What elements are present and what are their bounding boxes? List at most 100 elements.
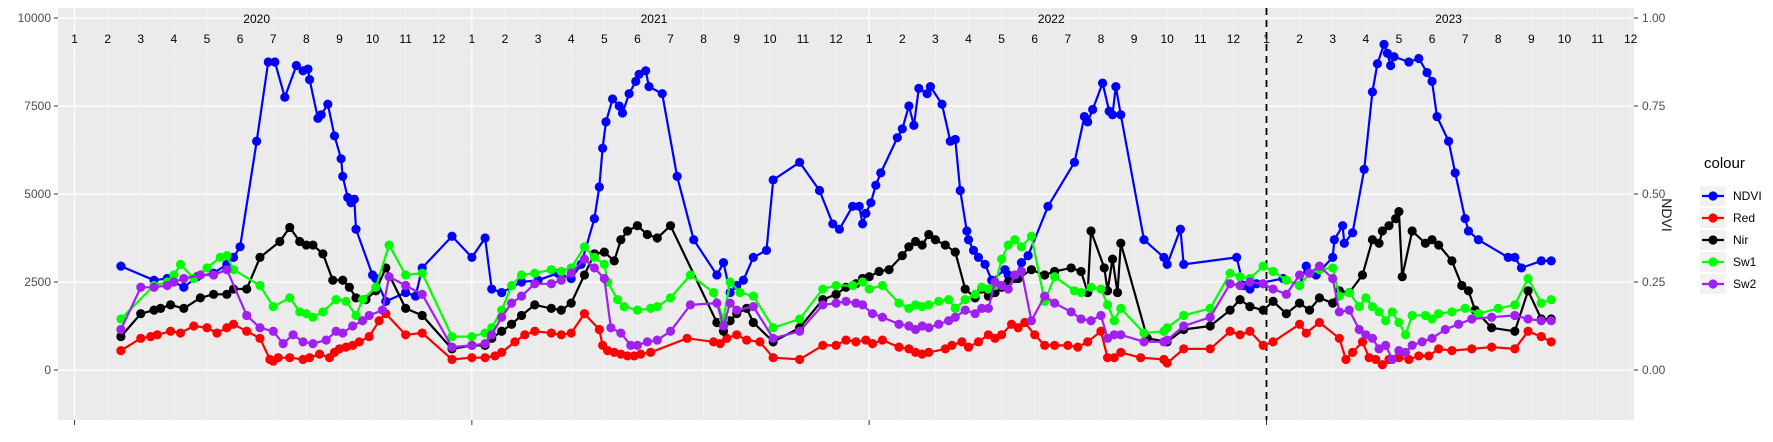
- data-point: [116, 331, 126, 342]
- data-point: [1304, 268, 1315, 278]
- data-point: [579, 242, 590, 252]
- data-point: [497, 312, 507, 322]
- data-point: [480, 233, 490, 243]
- data-point: [1245, 326, 1255, 336]
- data-point: [831, 289, 841, 299]
- data-point: [944, 295, 954, 305]
- data-point: [1281, 275, 1291, 285]
- data-point: [652, 335, 662, 345]
- data-point: [1463, 226, 1474, 236]
- data-point: [904, 101, 914, 111]
- data-point: [1026, 265, 1037, 275]
- data-point: [447, 342, 457, 352]
- data-point: [924, 347, 934, 357]
- data-point: [1374, 238, 1384, 248]
- month-label: 8: [1495, 32, 1502, 46]
- data-point: [1016, 266, 1027, 277]
- data-point: [467, 252, 477, 262]
- data-point: [930, 235, 940, 245]
- data-point: [963, 235, 974, 245]
- data-point: [506, 298, 517, 308]
- data-point: [1536, 331, 1546, 342]
- data-point: [761, 245, 772, 255]
- data-point: [1281, 309, 1291, 319]
- month-label: 6: [1429, 32, 1436, 46]
- data-point: [922, 89, 932, 99]
- month-label: 12: [1624, 32, 1638, 46]
- data-point: [672, 171, 682, 181]
- data-point: [467, 353, 477, 363]
- data-point: [1301, 261, 1311, 271]
- data-point: [715, 339, 725, 349]
- data-point: [1523, 314, 1533, 324]
- data-point: [1407, 310, 1417, 321]
- data-point: [579, 270, 590, 280]
- month-label: 12: [829, 32, 843, 46]
- data-point: [222, 251, 232, 261]
- month-label: 10: [763, 32, 777, 46]
- data-point: [1389, 52, 1399, 62]
- data-point: [925, 82, 936, 92]
- data-point: [1136, 353, 1146, 363]
- data-point: [497, 287, 507, 298]
- data-point: [1516, 263, 1527, 273]
- data-point: [1268, 266, 1278, 277]
- data-point: [179, 282, 189, 292]
- data-point: [291, 60, 301, 71]
- data-point: [1487, 323, 1497, 333]
- data-point: [1109, 316, 1119, 326]
- data-point: [619, 302, 629, 312]
- data-point: [814, 185, 825, 196]
- data-point: [725, 277, 735, 287]
- data-point: [867, 309, 878, 319]
- data-point: [1394, 207, 1404, 217]
- data-point: [904, 242, 914, 252]
- data-point: [510, 337, 520, 347]
- data-point: [268, 302, 278, 312]
- y-tick-label: 7500: [24, 99, 51, 113]
- data-point: [384, 240, 394, 250]
- data-point: [1096, 326, 1106, 336]
- data-point: [738, 275, 748, 285]
- data-point: [1341, 354, 1351, 365]
- legend-label: Red: [1733, 211, 1755, 225]
- data-point: [242, 310, 252, 321]
- data-point: [626, 340, 636, 350]
- data-point: [1107, 254, 1118, 264]
- data-point: [1162, 323, 1172, 333]
- year-label: 2021: [641, 12, 668, 26]
- data-point: [329, 131, 340, 141]
- data-point: [1076, 266, 1086, 277]
- year-label: 2022: [1038, 12, 1065, 26]
- data-point: [318, 249, 328, 259]
- data-point: [1487, 312, 1497, 322]
- data-point: [308, 339, 318, 349]
- data-point: [175, 259, 186, 269]
- data-point: [209, 270, 219, 280]
- data-point: [818, 300, 828, 310]
- data-point: [401, 303, 411, 313]
- data-point: [1258, 305, 1268, 315]
- data-point: [1372, 59, 1383, 69]
- data-point: [1235, 295, 1245, 305]
- data-point: [1026, 231, 1037, 241]
- series-red: [116, 309, 1556, 370]
- data-point: [1510, 300, 1520, 310]
- data-point: [275, 236, 285, 247]
- data-point: [364, 331, 374, 342]
- data-point: [305, 353, 315, 363]
- data-point: [642, 337, 652, 347]
- data-point: [546, 303, 556, 313]
- data-point: [285, 222, 295, 233]
- data-point: [1367, 87, 1378, 97]
- month-label: 4: [568, 32, 575, 46]
- series-layer: [116, 39, 1556, 370]
- data-point: [601, 117, 611, 127]
- data-point: [1245, 302, 1255, 312]
- data-point: [768, 353, 778, 363]
- data-point: [1043, 201, 1053, 211]
- data-point: [755, 337, 765, 347]
- data-point: [255, 280, 265, 291]
- data-point: [497, 347, 507, 357]
- data-point: [1384, 221, 1394, 231]
